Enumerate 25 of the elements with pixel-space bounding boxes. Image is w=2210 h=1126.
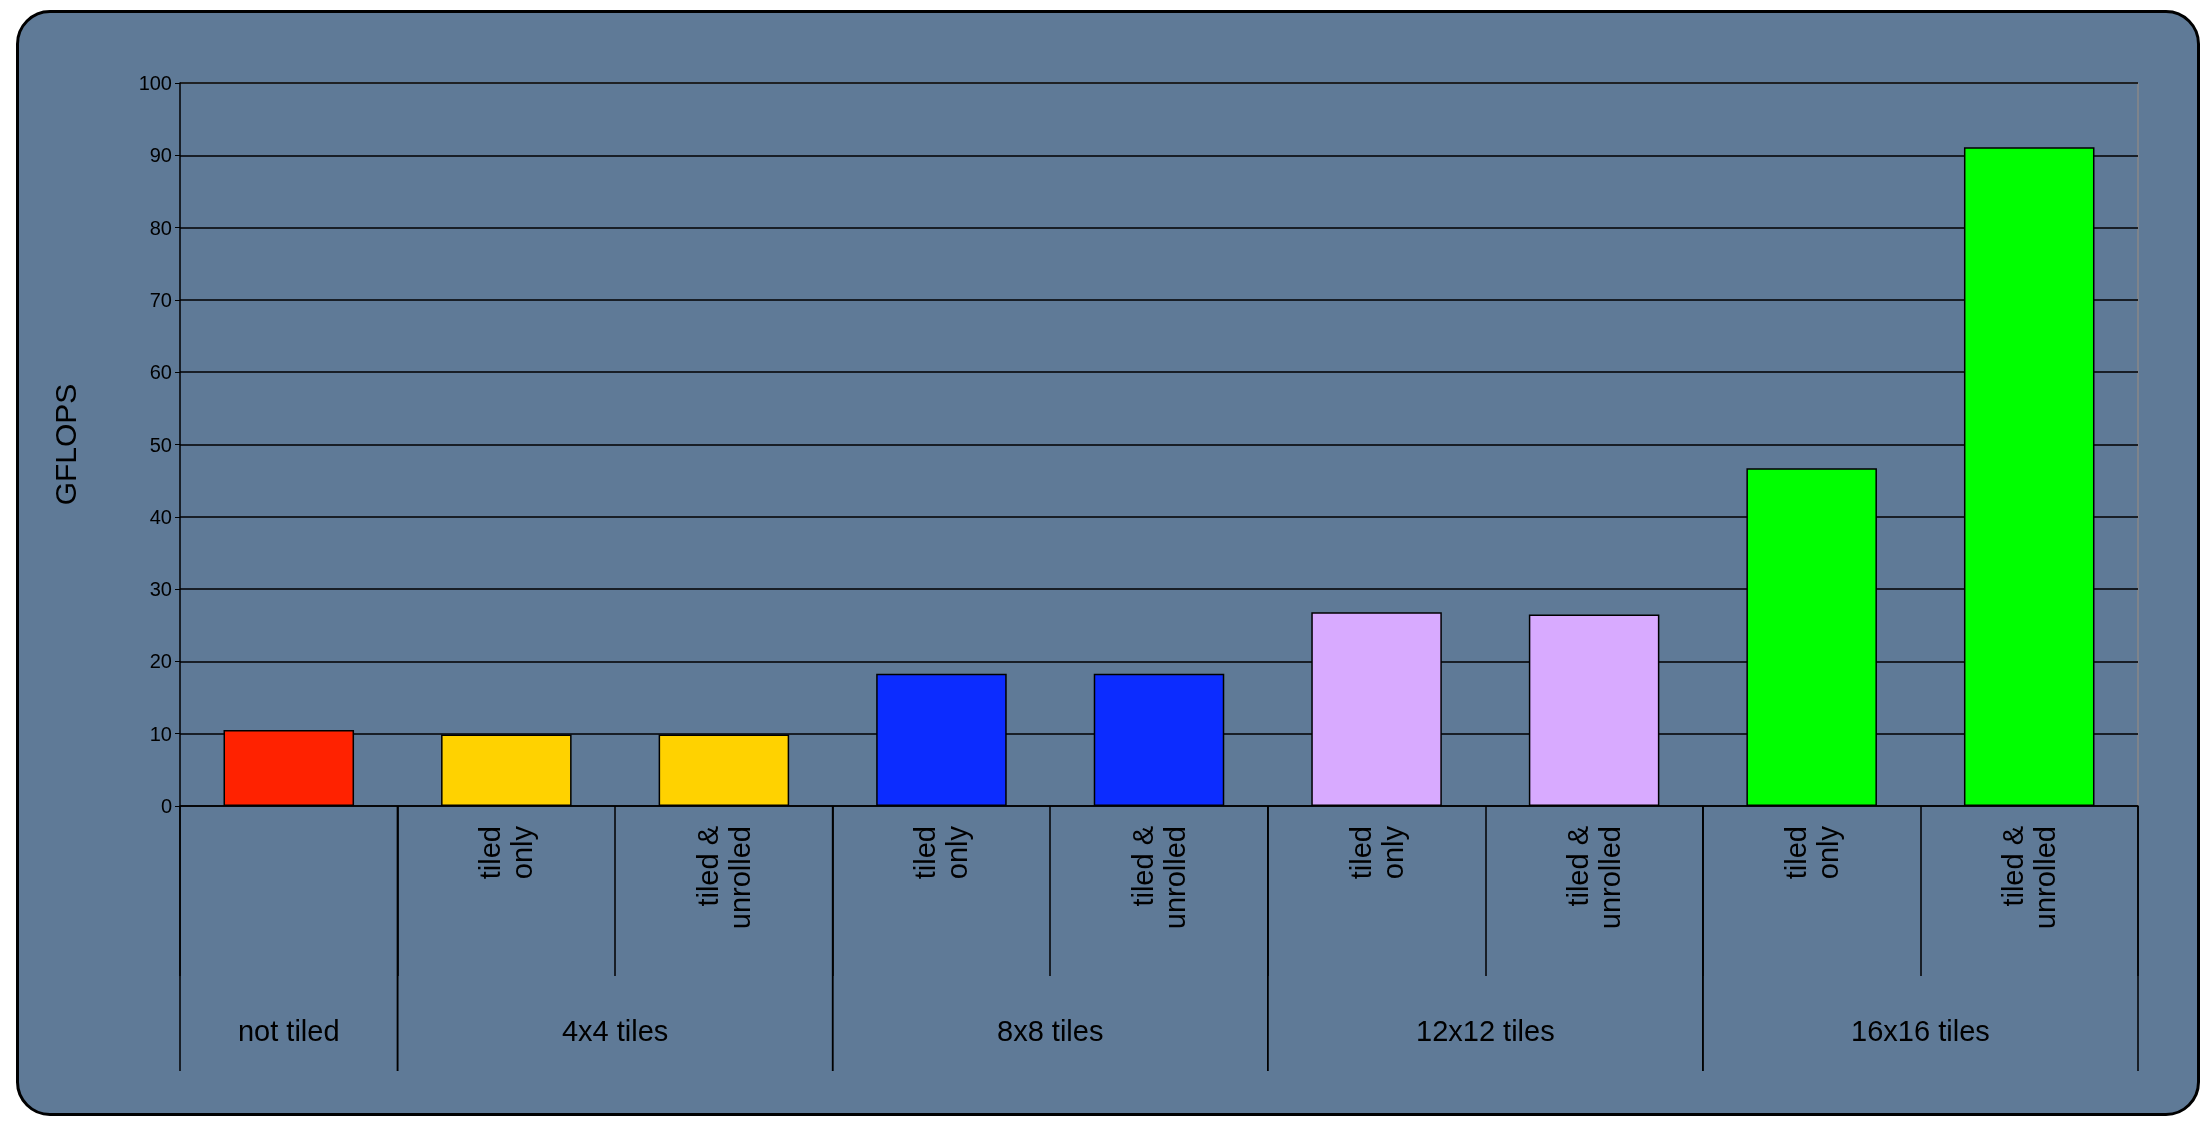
y-tick-label: 20: [149, 650, 172, 673]
x-tick-label: tiled & unrolled: [1127, 826, 1191, 930]
y-tick-label: 50: [149, 433, 172, 456]
x-tick-label: tiled & unrolled: [691, 826, 756, 930]
text: 16x16 tiles: [1851, 1015, 1990, 1047]
text: 12x12 tiles: [1416, 1015, 1555, 1047]
x-tick-label: tiled only: [1344, 825, 1409, 880]
y-tick-label: 100: [138, 72, 172, 94]
y-tick-label: 30: [149, 578, 172, 601]
text: not tiled: [237, 1015, 340, 1047]
y-tick-label: 40: [149, 505, 172, 528]
y-tick-label: 70: [149, 288, 172, 311]
y-tick-label: 60: [149, 361, 172, 384]
x-tick-label: tiled only: [474, 825, 539, 880]
y-tick-label: 80: [149, 216, 172, 239]
x-tick-label: tiled & unrolled: [1562, 826, 1627, 930]
x-tick-label: tiled only: [909, 825, 974, 880]
y-axis-title: GFLOPS: [48, 383, 82, 506]
text: 8x8 tiles: [997, 1015, 1104, 1047]
x-tick-label: tiled & unrolled: [1997, 826, 2062, 930]
x-tick-label: tiled only: [1779, 825, 1844, 880]
y-tick-label: 0: [160, 795, 172, 817]
y-tick-label: 10: [149, 722, 172, 745]
text: 4x4 tiles: [561, 1015, 669, 1047]
y-tick-label: 90: [149, 144, 172, 167]
